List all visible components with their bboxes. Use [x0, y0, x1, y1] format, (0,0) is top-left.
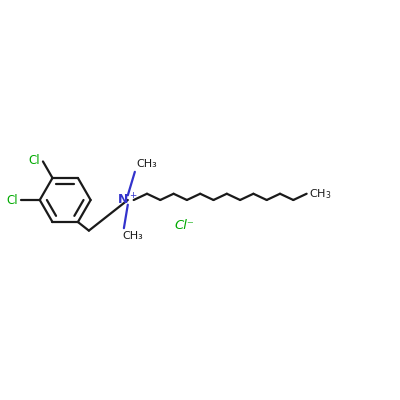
Text: CH₃: CH₃: [123, 231, 144, 241]
Text: Cl: Cl: [6, 194, 18, 206]
Text: Cl: Cl: [28, 154, 40, 167]
Text: N$^+$: N$^+$: [118, 192, 138, 208]
Text: Cl⁻: Cl⁻: [175, 219, 194, 232]
Text: CH$_3$: CH$_3$: [309, 187, 332, 201]
Text: CH₃: CH₃: [137, 159, 158, 169]
